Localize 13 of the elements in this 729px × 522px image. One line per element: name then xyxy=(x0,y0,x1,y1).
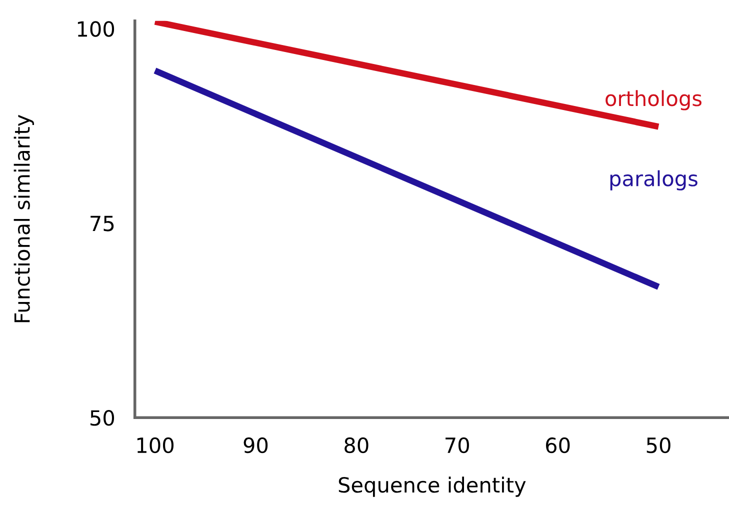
x-tick-label: 80 xyxy=(344,437,368,454)
x-tick-label: 60 xyxy=(546,437,570,454)
x-tick-label: 100 xyxy=(137,437,174,454)
y-tick-label: 100 xyxy=(78,21,114,37)
x-axis-title: Sequence identity xyxy=(338,476,526,497)
x-tick-label: 50 xyxy=(646,437,670,454)
x-tick-label: 70 xyxy=(446,437,469,454)
text: paralogs xyxy=(610,170,698,190)
series-label: orthologs xyxy=(606,90,702,110)
y-tick-label: 50 xyxy=(90,410,114,426)
y-axis-title: Functional similarity xyxy=(14,114,34,322)
x-tick-label: 90 xyxy=(244,437,268,454)
y-tick-label: 75 xyxy=(90,216,114,232)
